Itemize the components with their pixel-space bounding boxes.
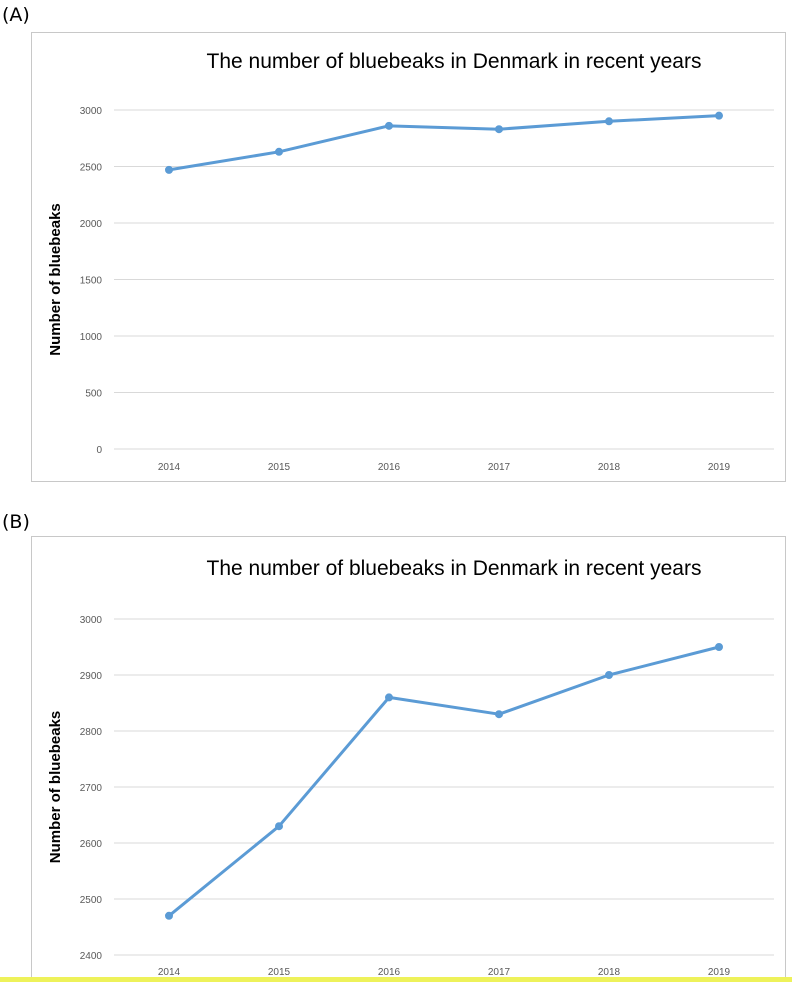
data-point: [275, 147, 283, 156]
data-point: [605, 671, 613, 679]
y-tick-label: 2800: [80, 727, 103, 738]
chart-title: The number of bluebeaks in Denmark in re…: [207, 557, 702, 580]
chart-b-frame: The number of bluebeaks in Denmark in re…: [31, 536, 786, 982]
y-tick-label: 2900: [80, 671, 103, 682]
y-tick-label: 1000: [80, 332, 103, 343]
y-tick-label: 2700: [80, 783, 103, 794]
data-point: [275, 822, 283, 831]
data-point: [495, 125, 503, 134]
x-tick-label: 2018: [598, 462, 621, 473]
series-line: [167, 645, 721, 918]
data-point: [495, 710, 503, 719]
y-tick-label: 2500: [80, 163, 103, 174]
x-tick-label: 2014: [158, 967, 181, 978]
y-tick-label: 2500: [80, 895, 103, 906]
y-tick-label: 0: [96, 445, 102, 456]
data-point: [715, 643, 723, 651]
bottom-highlight-rule: [0, 977, 792, 982]
x-tick-label: 2015: [268, 967, 291, 978]
y-tick-label: 1500: [80, 276, 103, 287]
chart-title: The number of bluebeaks in Denmark in re…: [207, 50, 702, 73]
x-tick-label: 2019: [708, 967, 731, 978]
y-tick-label: 500: [85, 389, 102, 400]
x-tick-label: 2018: [598, 967, 621, 978]
chart-a: The number of bluebeaks in Denmark in re…: [47, 50, 774, 473]
x-tick-label: 2019: [708, 462, 731, 473]
y-axis-label: Number of bluebeaks: [47, 711, 64, 864]
y-tick-label: 2000: [80, 219, 103, 230]
y-tick-label: 2400: [80, 951, 103, 962]
y-tick-label: 2600: [80, 839, 103, 850]
panel-label-b: (B): [2, 511, 30, 533]
panel-label-a: (A): [2, 4, 30, 26]
x-tick-label: 2017: [488, 462, 511, 473]
y-tick-label: 3000: [80, 615, 103, 626]
chart-a-frame: The number of bluebeaks in Denmark in re…: [31, 32, 786, 482]
data-point: [715, 111, 723, 120]
x-tick-label: 2016: [378, 967, 401, 978]
x-tick-label: 2017: [488, 967, 511, 978]
data-point: [165, 911, 173, 920]
chart-b: The number of bluebeaks in Denmark in re…: [47, 557, 774, 978]
x-tick-label: 2016: [378, 462, 401, 473]
y-axis-label: Number of bluebeaks: [47, 203, 64, 356]
data-point: [165, 165, 173, 174]
x-tick-label: 2015: [268, 462, 291, 473]
series-line: [167, 114, 721, 172]
data-point: [385, 693, 393, 702]
data-point: [385, 121, 393, 130]
data-point: [605, 117, 613, 126]
x-tick-label: 2014: [158, 462, 181, 473]
y-tick-label: 3000: [80, 106, 103, 117]
